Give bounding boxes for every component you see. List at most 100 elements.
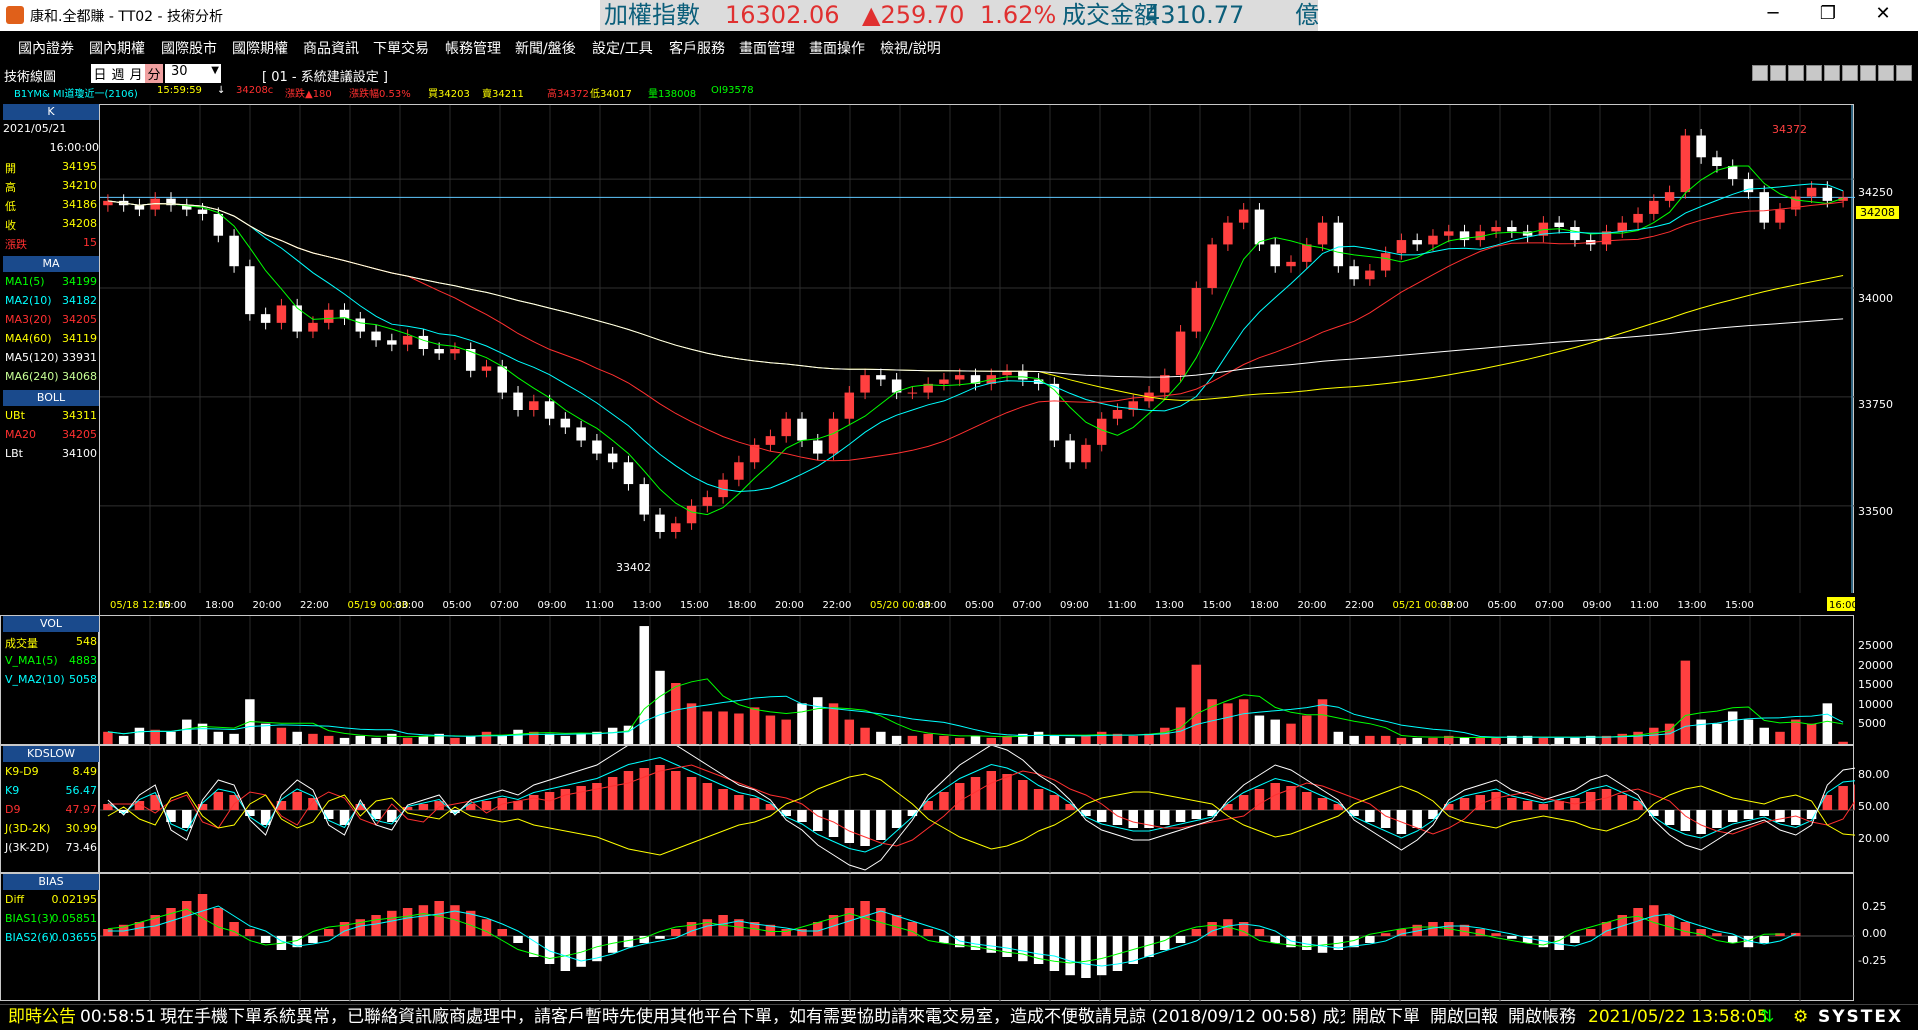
menu-item[interactable]: 設定/工具: [592, 41, 653, 57]
ticker-amount-label: 成交金額: [1062, 1, 1158, 29]
bias-bar: [1727, 936, 1738, 943]
bias-bar: [986, 936, 997, 953]
tab-minute[interactable]: 分: [145, 64, 163, 83]
bias-bar: [1680, 922, 1691, 936]
volume-bar: [1317, 699, 1328, 744]
time-label: 05:00: [1488, 600, 1517, 611]
tab-day[interactable]: 日: [91, 64, 109, 83]
candle-body: [1175, 331, 1186, 376]
menu-item[interactable]: 國內期權: [89, 41, 145, 57]
interval-select[interactable]: 30 ▼: [165, 64, 221, 83]
vol-row: 成交量 548: [3, 635, 99, 654]
bias-bar: [1491, 933, 1501, 936]
volume-bar: [1254, 715, 1265, 744]
menu-item[interactable]: 檢視/說明: [880, 41, 941, 57]
tab-month[interactable]: 月: [127, 64, 145, 83]
volume-panel[interactable]: [99, 615, 1855, 746]
candle-body: [308, 322, 318, 332]
kd-bar: [197, 804, 208, 810]
open-report-button[interactable]: 開啟回報: [1430, 1007, 1498, 1027]
kd-panel[interactable]: [99, 734, 1864, 874]
volume-bar: [1507, 735, 1517, 744]
open-account-button[interactable]: 開啟帳務: [1508, 1007, 1576, 1027]
bias-bar: [1759, 936, 1769, 943]
volume-bar: [1585, 735, 1596, 744]
kd-bar: [560, 789, 571, 810]
shrink-icon[interactable]: [1770, 65, 1786, 81]
kd-chart[interactable]: [100, 734, 1864, 874]
k9-line: [107, 756, 1859, 853]
indicator-setting[interactable]: [ 01 - 系統建議設定 ]: [262, 70, 388, 85]
boll-row: UBt 34311: [3, 409, 99, 428]
menu-item[interactable]: 新聞/盤後: [515, 41, 576, 57]
time-label: 15:00: [680, 600, 709, 611]
kd-bar: [1633, 801, 1643, 810]
volume-bar: [1333, 731, 1344, 744]
volume-bar: [1617, 733, 1627, 744]
price-panel[interactable]: 34372 33402 05/18 12:00 15:00 18:00 20:00 22:0…: [99, 104, 1858, 616]
volume-bar: [1570, 737, 1580, 744]
menu-bar: 國內證券 國內期權 國際股市 國際期權 商品資訊 下單交易 帳務管理 新聞/盤後…: [0, 33, 1918, 60]
settings-icon[interactable]: ⚙: [1793, 1007, 1809, 1027]
kd-row: J(3D-2K) 30.99: [3, 822, 99, 841]
kd-bar: [1049, 795, 1060, 810]
kd-bar: [513, 801, 523, 810]
print-icon[interactable]: [1896, 65, 1912, 81]
time-label: 20:00: [775, 600, 804, 611]
candle-body: [1302, 244, 1312, 262]
kd-bar: [1002, 774, 1012, 810]
menu-item[interactable]: 畫面操作: [809, 41, 865, 57]
vol-label: 成交量: [5, 637, 38, 650]
volume-bar: [671, 683, 681, 744]
kd-value: 73.46: [65, 841, 98, 854]
kd-bar: [371, 810, 381, 819]
move-icon[interactable]: [1806, 65, 1822, 81]
menu-item[interactable]: 客戶服務: [669, 41, 725, 57]
k-label: 高: [5, 181, 16, 194]
bias-bar: [513, 936, 523, 943]
candle-body: [450, 349, 460, 354]
volume-chart[interactable]: [100, 616, 1855, 746]
kd-bar: [1459, 798, 1470, 810]
volume-bar: [986, 737, 997, 744]
bias-chart[interactable]: [100, 874, 1855, 1002]
bias-bar: [639, 936, 649, 943]
bias-bar: [371, 915, 381, 936]
expand-icon[interactable]: [1788, 65, 1804, 81]
volume-bar: [1144, 733, 1154, 744]
save-icon[interactable]: [1878, 65, 1894, 81]
menu-item[interactable]: 帳務管理: [445, 41, 501, 57]
kd-bar: [1128, 810, 1138, 828]
bias-bar: [544, 936, 555, 964]
kd-bar: [1649, 810, 1659, 816]
zoom-fit-icon[interactable]: [1752, 65, 1768, 81]
close-button[interactable]: ✕: [1875, 3, 1891, 24]
bias-panel[interactable]: [99, 873, 1855, 1002]
open-order-button[interactable]: 開啟下單: [1352, 1007, 1420, 1027]
menu-item[interactable]: 國內證券: [18, 41, 74, 57]
volume-bar: [1727, 711, 1738, 744]
candle-body: [182, 205, 192, 210]
restore-button[interactable]: ❐: [1819, 3, 1837, 24]
search-icon[interactable]: [1860, 65, 1876, 81]
zoom-out-icon[interactable]: [1842, 65, 1858, 81]
kd-bar: [1617, 795, 1627, 810]
tab-week[interactable]: 週: [109, 64, 127, 83]
time-axis-bg: [100, 593, 1855, 616]
kd-bar: [1743, 810, 1754, 819]
kd-bar: [623, 771, 634, 810]
quote-high: 高34372: [547, 89, 589, 100]
minimize-button[interactable]: ─: [1767, 3, 1779, 24]
zoom-in-icon[interactable]: [1824, 65, 1840, 81]
volume-bar: [1712, 723, 1722, 744]
menu-item[interactable]: 下單交易: [373, 41, 429, 57]
menu-item[interactable]: 畫面管理: [739, 41, 795, 57]
menu-item[interactable]: 國際股市: [161, 41, 217, 57]
candle-body: [1664, 192, 1675, 201]
candle-body: [844, 392, 855, 419]
bias-bar: [1601, 922, 1612, 936]
k-row: 低 34186: [3, 198, 99, 217]
menu-item[interactable]: 國際期權: [232, 41, 288, 57]
menu-item[interactable]: 商品資訊: [303, 41, 359, 57]
